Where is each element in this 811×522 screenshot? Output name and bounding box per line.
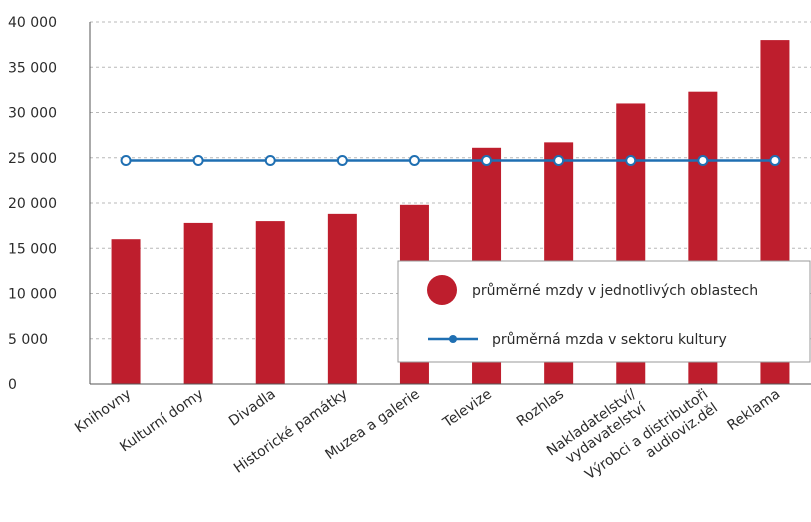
x-tick-label: Televize <box>439 386 494 431</box>
legend-label-line: průměrná mzda v sektoru kultury <box>492 332 727 348</box>
legend-bar-marker <box>427 275 457 305</box>
x-tick-label-line: Rozhlas <box>514 386 567 430</box>
legend-label-bars: průměrné mzdy v jednotlivých oblastech <box>472 283 758 299</box>
y-axis-ticks: 0 5 000 10 000 15 000 20 000 25 000 30 000 35 0… <box>8 15 57 393</box>
x-tick-label-line: Reklama <box>724 386 783 434</box>
average-line-point <box>264 154 276 166</box>
average-line-point <box>336 154 348 166</box>
x-tick-label-line: Divadla <box>226 386 279 429</box>
bar <box>111 239 141 384</box>
y-tick-label: 15 000 <box>8 241 57 257</box>
axes <box>89 22 811 385</box>
legend: průměrné mzdy v jednotlivých oblastech pr… <box>397 260 811 363</box>
x-tick-label: Knihovny <box>72 386 134 436</box>
average-line-point <box>625 154 637 166</box>
bar <box>255 221 285 384</box>
y-tick-label: 0 <box>8 377 17 393</box>
average-line-point <box>120 154 132 166</box>
bar <box>327 213 357 384</box>
y-tick-label: 35 000 <box>8 60 57 76</box>
y-tick-label: 10 000 <box>8 287 57 303</box>
average-line-point <box>408 154 420 166</box>
y-tick-label: 30 000 <box>8 106 57 122</box>
bar <box>183 222 213 384</box>
y-tick-label: 5 000 <box>8 332 48 348</box>
x-tick-label: Rozhlas <box>514 386 567 430</box>
average-line-point <box>481 154 493 166</box>
legend-line-dot <box>449 335 457 343</box>
y-tick-label: 40 000 <box>8 15 57 31</box>
average-line-point <box>192 154 204 166</box>
line-series <box>120 154 781 166</box>
x-tick-label-line: Televize <box>439 386 494 431</box>
x-tick-label-line: Knihovny <box>72 386 134 436</box>
x-tick-label: Divadla <box>226 386 279 429</box>
average-line-point <box>769 154 781 166</box>
average-line-point <box>697 154 709 166</box>
average-line-point <box>553 154 565 166</box>
y-tick-label: 25 000 <box>8 151 57 167</box>
legend-box <box>397 260 811 363</box>
y-tick-label: 20 000 <box>8 196 57 212</box>
x-tick-label: Reklama <box>724 386 783 434</box>
